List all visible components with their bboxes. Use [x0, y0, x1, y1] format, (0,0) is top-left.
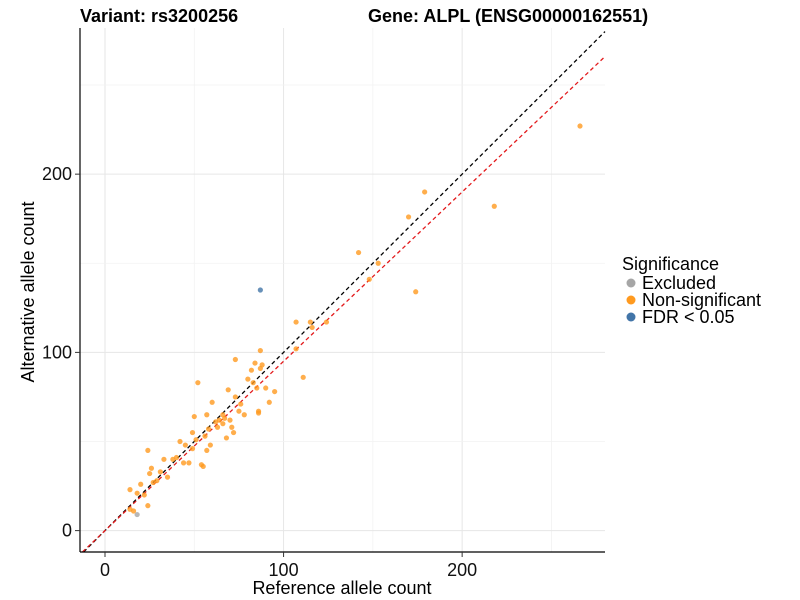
- point-non-significant: [293, 319, 299, 325]
- point-non-significant: [272, 388, 278, 395]
- point-non-significant: [157, 469, 163, 475]
- legend-entry-fdr: FDR < 0.05: [626, 307, 735, 327]
- legend-title: Significance: [622, 254, 719, 274]
- point-non-significant: [254, 385, 260, 391]
- point-non-significant: [229, 424, 235, 430]
- point-non-significant: [145, 503, 151, 509]
- point-non-significant: [300, 374, 306, 380]
- point-non-significant: [130, 508, 137, 514]
- point-non-significant: [191, 413, 197, 420]
- y-tick-label: 100: [42, 342, 72, 362]
- point-non-significant: [195, 380, 201, 386]
- point-non-significant: [154, 478, 160, 484]
- legend-label-excluded: Excluded: [642, 273, 716, 293]
- point-non-significant: [309, 324, 315, 331]
- point-non-significant: [147, 470, 153, 477]
- point-non-significant: [177, 438, 183, 445]
- point-non-significant: [232, 356, 238, 363]
- point-non-significant: [323, 319, 330, 325]
- point-non-significant: [216, 417, 222, 423]
- identity-reference-line: [83, 31, 606, 553]
- point-non-significant: [205, 426, 212, 432]
- x-tick-label: 0: [100, 560, 110, 580]
- point-non-significant: [186, 460, 192, 466]
- y-axis-title: Alternative allele count: [18, 201, 38, 382]
- point-non-significant: [491, 203, 497, 209]
- data-points: [127, 123, 583, 518]
- axes: 0 100 200 0 100 200: [42, 28, 605, 580]
- point-non-significant: [220, 421, 226, 427]
- point-non-significant: [141, 492, 147, 498]
- point-non-significant: [134, 490, 140, 496]
- legend-swatch-non-significant: [626, 295, 636, 305]
- x-tick-label: 100: [269, 560, 299, 580]
- legend-entry-excluded: Excluded: [626, 273, 716, 293]
- point-non-significant: [209, 399, 215, 405]
- point-non-significant: [148, 465, 155, 471]
- point-non-significant: [266, 399, 272, 405]
- point-non-significant: [189, 446, 196, 452]
- point-non-significant: [223, 435, 230, 441]
- legend-swatch-excluded: [626, 278, 636, 288]
- point-non-significant: [138, 481, 144, 487]
- point-non-significant: [161, 456, 167, 462]
- point-non-significant: [145, 447, 151, 454]
- legend-label-fdr: FDR < 0.05: [642, 307, 735, 327]
- point-non-significant: [307, 319, 313, 325]
- point-non-significant: [405, 214, 412, 220]
- point-excluded: [134, 511, 140, 518]
- point-non-significant: [241, 412, 247, 418]
- point-non-significant: [245, 376, 251, 382]
- point-non-significant: [222, 415, 228, 421]
- point-non-significant: [204, 412, 210, 418]
- point-non-significant: [577, 123, 583, 129]
- point-non-significant: [182, 442, 188, 448]
- point-non-significant: [238, 401, 244, 407]
- point-non-significant: [257, 347, 263, 354]
- point-non-significant: [413, 289, 419, 295]
- point-non-significant: [250, 380, 256, 386]
- legend-entry-non-significant: Non-significant: [626, 290, 761, 310]
- point-non-significant: [255, 408, 262, 414]
- point-non-significant: [259, 362, 265, 368]
- chart-title-variant: Variant: rs3200256: [80, 6, 238, 26]
- fit-reference-line: [81, 56, 606, 553]
- point-non-significant: [227, 417, 233, 423]
- y-tick-label: 0: [62, 521, 72, 541]
- point-non-significant: [180, 460, 187, 466]
- point-non-significant: [193, 437, 199, 443]
- point-non-significant: [375, 260, 381, 266]
- point-non-significant: [204, 447, 210, 454]
- point-non-significant: [230, 429, 237, 436]
- point-non-significant: [202, 433, 208, 439]
- legend-label-non-significant: Non-significant: [642, 290, 761, 310]
- point-non-significant: [422, 189, 428, 195]
- point-non-significant: [127, 487, 133, 493]
- x-axis-title: Reference allele count: [252, 578, 431, 598]
- point-fdr-0-05: [257, 287, 263, 293]
- legend: Significance Excluded Non-significant FD…: [622, 254, 761, 327]
- point-non-significant: [225, 387, 231, 393]
- point-non-significant: [366, 276, 372, 282]
- point-non-significant: [189, 429, 196, 436]
- point-non-significant: [236, 408, 242, 414]
- point-non-significant: [252, 360, 258, 366]
- point-non-significant: [263, 385, 269, 391]
- y-tick-label: 200: [42, 164, 72, 184]
- grid: [80, 28, 605, 552]
- point-non-significant: [355, 249, 362, 256]
- point-non-significant: [207, 442, 213, 448]
- point-non-significant: [200, 463, 206, 470]
- point-non-significant: [214, 424, 221, 430]
- chart-title-gene: Gene: ALPL (ENSG00000162551): [368, 6, 648, 26]
- point-non-significant: [232, 394, 238, 400]
- point-non-significant: [164, 474, 171, 480]
- x-tick-label: 200: [447, 560, 477, 580]
- legend-swatch-fdr: [626, 312, 636, 322]
- point-non-significant: [248, 367, 255, 373]
- reference-lines: [81, 31, 606, 553]
- point-non-significant: [293, 346, 299, 352]
- point-non-significant: [173, 454, 180, 461]
